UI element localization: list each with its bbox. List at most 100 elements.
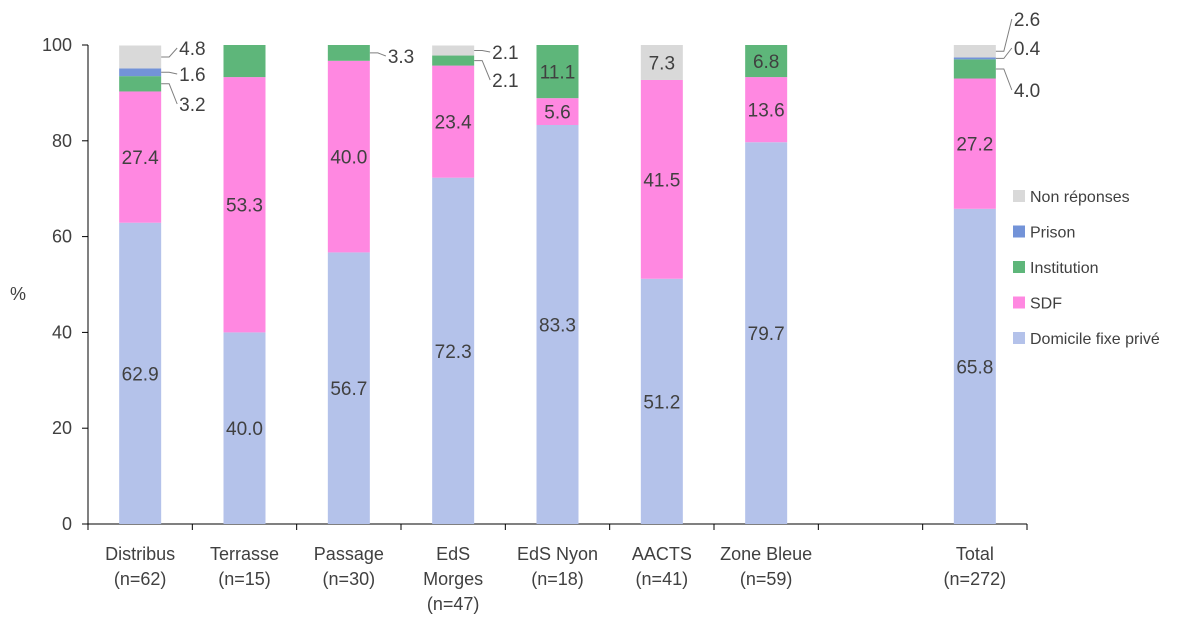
category-label: (n=272) bbox=[944, 569, 1007, 589]
label-leader-line bbox=[995, 18, 1013, 52]
data-label: 62.9 bbox=[122, 364, 159, 385]
data-label: 53.3 bbox=[226, 196, 263, 217]
label-leader-line bbox=[995, 47, 1013, 59]
bar-segment bbox=[640, 79, 683, 279]
y-tick-label: 80 bbox=[52, 131, 72, 151]
bar-segment bbox=[119, 76, 162, 92]
legend: Non réponses Prison Institution SDF Domicile… bbox=[1013, 189, 1160, 348]
bars bbox=[119, 45, 996, 525]
category-label: Distribus bbox=[105, 544, 175, 564]
legend-label: Prison bbox=[1030, 225, 1075, 242]
data-label: 4.0 bbox=[1014, 81, 1040, 102]
data-label: 72.3 bbox=[435, 342, 472, 363]
data-label: 11.1 bbox=[540, 63, 576, 84]
y-axis-label: % bbox=[10, 284, 26, 304]
category-label: (n=18) bbox=[531, 569, 584, 589]
bar-segment bbox=[745, 77, 788, 143]
y-tick-label: 60 bbox=[52, 227, 72, 247]
bar-segment bbox=[432, 45, 475, 56]
y-tick-label: 100 bbox=[42, 35, 72, 55]
bar-segment bbox=[536, 45, 579, 99]
legend-swatch bbox=[1013, 296, 1025, 309]
bar-segment bbox=[119, 222, 162, 525]
data-label: 3.3 bbox=[388, 47, 414, 68]
bar-segment bbox=[953, 208, 996, 524]
bar-segment bbox=[953, 59, 996, 79]
category-label: (n=47) bbox=[427, 594, 480, 614]
data-label: 23.4 bbox=[435, 113, 472, 134]
data-label: 79.7 bbox=[748, 324, 785, 345]
data-label: 41.5 bbox=[643, 170, 680, 191]
bar-segment bbox=[119, 45, 162, 69]
y-tick-label: 20 bbox=[52, 418, 72, 438]
label-leader-line bbox=[161, 47, 178, 58]
label-leader-line bbox=[161, 83, 178, 105]
bar-segment bbox=[745, 142, 788, 524]
label-leader-line bbox=[995, 68, 1013, 91]
bar-segment bbox=[953, 45, 996, 58]
category-label: Zone Bleue bbox=[720, 544, 812, 564]
data-label: 6.8 bbox=[753, 52, 779, 73]
category-label: EdS Nyon bbox=[517, 544, 598, 564]
category-label: (n=30) bbox=[323, 569, 376, 589]
bar-segment bbox=[223, 332, 266, 524]
data-labels: 62.9 40.0 56.7 72.3 83.3 51.2 79.7 65.8 27.4 53.3… bbox=[122, 10, 1041, 440]
data-label: 2.1 bbox=[492, 43, 518, 64]
legend-swatch bbox=[1013, 225, 1025, 238]
data-label: 27.2 bbox=[956, 135, 993, 156]
category-label: (n=15) bbox=[218, 569, 271, 589]
category-label: Terrasse bbox=[210, 544, 279, 564]
bar-segment bbox=[327, 252, 370, 525]
y-axis-ticks: 0 20 40 60 80 100 bbox=[42, 35, 88, 534]
bar-segment bbox=[745, 45, 788, 78]
data-label: 2.6 bbox=[1014, 10, 1040, 31]
data-label: 56.7 bbox=[330, 379, 367, 400]
category-labels: Distribus (n=62) Terrasse (n=15) Passage (n=3… bbox=[105, 544, 1006, 614]
category-label: (n=41) bbox=[636, 569, 689, 589]
category-label: Total bbox=[956, 544, 994, 564]
data-label: 13.6 bbox=[748, 101, 785, 122]
category-label: Passage bbox=[314, 544, 384, 564]
bar-segment bbox=[640, 278, 683, 524]
legend-label: Non réponses bbox=[1030, 189, 1130, 206]
bar-segment bbox=[536, 124, 579, 525]
data-label: 83.3 bbox=[539, 315, 576, 336]
leader-lines bbox=[161, 18, 1013, 105]
category-label: Morges bbox=[423, 569, 483, 589]
bar-segment bbox=[327, 60, 370, 253]
legend-swatch bbox=[1013, 190, 1025, 202]
data-label: 2.1 bbox=[492, 71, 518, 92]
legend-label: SDF bbox=[1030, 296, 1062, 313]
legend-swatch bbox=[1013, 261, 1025, 273]
data-label: 7.3 bbox=[649, 53, 675, 74]
label-leader-line bbox=[474, 50, 491, 53]
data-label: 5.6 bbox=[544, 103, 570, 124]
bar-segment bbox=[432, 55, 475, 66]
data-label: 65.8 bbox=[956, 357, 993, 378]
bar-segment bbox=[119, 68, 162, 77]
bar-segment bbox=[640, 45, 683, 80]
bar-segment bbox=[327, 45, 370, 61]
bar-segment bbox=[119, 91, 162, 223]
bar-segment bbox=[432, 65, 475, 178]
data-label: 0.4 bbox=[1014, 39, 1041, 60]
bar-segment bbox=[953, 78, 996, 209]
y-tick-label: 0 bbox=[62, 514, 72, 534]
data-label: 3.2 bbox=[179, 95, 205, 116]
category-label: (n=59) bbox=[740, 569, 793, 589]
data-label: 51.2 bbox=[643, 392, 680, 413]
label-leader-line bbox=[369, 52, 387, 57]
data-label: 4.8 bbox=[179, 39, 205, 60]
legend-label: Institution bbox=[1030, 260, 1098, 277]
y-tick-label: 40 bbox=[52, 322, 72, 342]
category-label: (n=62) bbox=[114, 569, 167, 589]
bar-segment bbox=[536, 98, 579, 125]
data-label: 40.0 bbox=[226, 419, 263, 440]
bar-segment bbox=[223, 45, 266, 78]
bar-segment bbox=[223, 77, 266, 333]
category-label: AACTS bbox=[632, 544, 692, 564]
bar-segment bbox=[432, 177, 475, 525]
category-label: EdS bbox=[436, 544, 470, 564]
